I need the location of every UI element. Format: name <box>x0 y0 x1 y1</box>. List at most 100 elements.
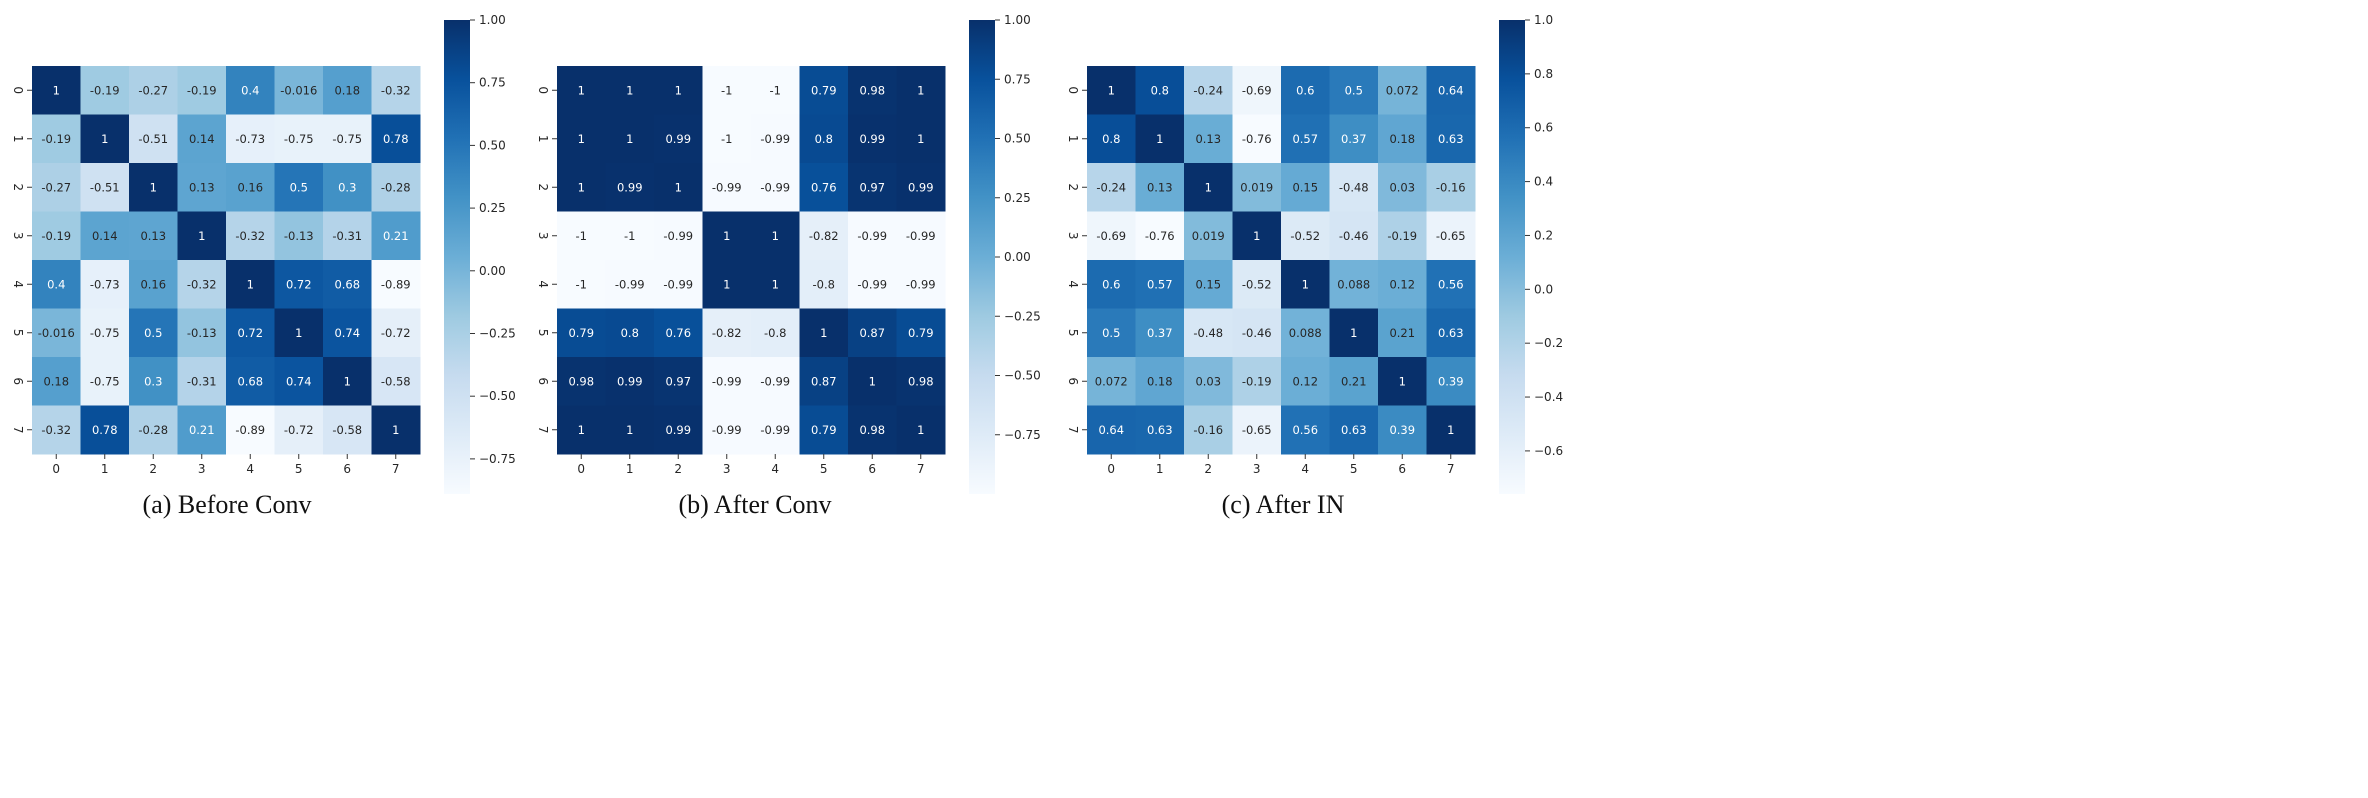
colorbar-tick-label: 0.00 <box>479 264 506 278</box>
heatmap-cell <box>1378 114 1427 164</box>
cell-value-label: -0.32 <box>187 277 217 291</box>
colorbar-tick-label: 0.2 <box>1534 228 1553 242</box>
y-tick-label: 7 <box>536 426 550 434</box>
cell-value-label: 0.12 <box>1389 277 1415 291</box>
cell-value-label: 0.98 <box>859 83 885 97</box>
cell-value-label: 0.63 <box>1341 423 1367 437</box>
x-tick-label: 1 <box>626 462 634 476</box>
heatmap-cell <box>702 211 752 261</box>
heatmap-cell <box>1329 405 1379 455</box>
heatmap-cell <box>1426 163 1476 212</box>
heatmap-cell <box>1329 211 1379 261</box>
heatmap-cell <box>177 308 227 358</box>
cell-value-label: 1 <box>198 229 205 243</box>
cell-value-label: 0.03 <box>1389 180 1415 194</box>
heatmap-cell <box>1281 66 1330 115</box>
cell-value-label: -0.73 <box>90 277 120 291</box>
heatmap-cell <box>848 357 897 406</box>
cell-value-label: 0.97 <box>859 180 885 194</box>
cell-value-label: -0.82 <box>712 326 742 340</box>
colorbar-tick-label: 0.4 <box>1534 175 1553 189</box>
panel-caption: (b) After Conv <box>678 490 831 519</box>
heatmap-cell <box>80 308 130 358</box>
heatmap-cell <box>274 114 324 164</box>
cell-value-label: -0.19 <box>41 229 71 243</box>
cell-value-label: -0.82 <box>809 229 839 243</box>
cell-value-label: 1 <box>626 83 633 97</box>
cell-value-label: 0.76 <box>665 326 691 340</box>
cell-value-label: -0.31 <box>187 374 217 388</box>
cell-value-label: 0.99 <box>617 180 643 194</box>
cell-value-label: -0.19 <box>90 83 120 97</box>
cell-value-label: -0.13 <box>284 229 314 243</box>
heatmap-cell <box>323 308 372 358</box>
cell-value-label: 0.13 <box>189 180 215 194</box>
heatmap-cell <box>1329 357 1379 406</box>
cell-value-label: 0.14 <box>189 132 215 146</box>
cell-value-label: -0.76 <box>1242 132 1272 146</box>
heatmap-cell <box>1087 308 1136 358</box>
heatmap-cell <box>799 357 849 406</box>
y-tick-label: 1 <box>1066 135 1080 143</box>
y-tick-label: 0 <box>1066 86 1080 94</box>
cell-value-label: 1 <box>723 277 730 291</box>
cell-value-label: 1 <box>344 374 351 388</box>
colorbar-tick-label: −0.6 <box>1534 444 1563 458</box>
heatmap-cell <box>1281 357 1330 406</box>
y-tick-label: 5 <box>1066 329 1080 337</box>
colorbar-tick-label: 0.25 <box>1004 191 1031 205</box>
cell-value-label: 0.088 <box>1337 277 1370 291</box>
heatmap-cell <box>177 163 227 212</box>
panel-caption: (c) After IN <box>1222 490 1345 519</box>
heatmap-cell <box>1378 260 1427 309</box>
x-tick-label: 0 <box>52 462 60 476</box>
cell-value-label: 1 <box>1108 83 1115 97</box>
cell-value-label: -1 <box>624 229 635 243</box>
cell-value-label: 1 <box>101 132 108 146</box>
cell-value-label: -0.99 <box>663 277 693 291</box>
heatmap-cell <box>226 357 275 406</box>
cell-value-label: -0.73 <box>235 132 265 146</box>
cell-value-label: 0.072 <box>1095 374 1128 388</box>
cell-value-label: 0.74 <box>286 374 312 388</box>
colorbar-tick-label: 0.8 <box>1534 67 1553 81</box>
cell-value-label: 0.13 <box>140 229 166 243</box>
cell-value-label: -0.99 <box>712 180 742 194</box>
heatmap-cell <box>274 357 324 406</box>
heatmap-cell <box>605 405 655 455</box>
cell-value-label: 0.78 <box>92 423 118 437</box>
y-tick-label: 0 <box>536 86 550 94</box>
cell-value-label: -0.32 <box>235 229 265 243</box>
y-tick-label: 6 <box>1066 377 1080 385</box>
heatmap-cell <box>274 66 324 115</box>
heatmap-cell <box>323 260 372 309</box>
heatmap-cell <box>896 163 946 212</box>
heatmap-cell <box>177 405 227 455</box>
colorbar-tick-label: −0.25 <box>1004 309 1041 323</box>
heatmap-cell <box>226 66 275 115</box>
x-tick-label: 1 <box>1156 462 1164 476</box>
heatmap-cell <box>1087 66 1136 115</box>
cell-value-label: 0.99 <box>859 132 885 146</box>
heatmap-cell <box>848 114 897 164</box>
heatmap-cell <box>896 260 946 309</box>
heatmap-cell <box>1135 66 1185 115</box>
heatmap-cell <box>702 260 752 309</box>
cell-value-label: -0.99 <box>760 374 790 388</box>
colorbar-tick-label: 0.25 <box>479 201 506 215</box>
cell-value-label: -0.51 <box>90 180 120 194</box>
heatmap-cell <box>654 66 703 115</box>
cell-value-label: 0.37 <box>1147 326 1173 340</box>
cell-value-label: -0.16 <box>1436 180 1466 194</box>
heatmap-cell <box>371 163 421 212</box>
heatmap-cell <box>1232 211 1282 261</box>
heatmap-cell <box>1378 163 1427 212</box>
cell-value-label: -0.89 <box>235 423 265 437</box>
cell-value-label: 0.57 <box>1292 132 1318 146</box>
heatmap-cell <box>557 308 606 358</box>
x-tick-label: 5 <box>1350 462 1358 476</box>
x-tick-label: 4 <box>1301 462 1309 476</box>
x-tick-label: 4 <box>246 462 254 476</box>
heatmap-cell <box>605 66 655 115</box>
cell-value-label: 0.87 <box>811 374 837 388</box>
